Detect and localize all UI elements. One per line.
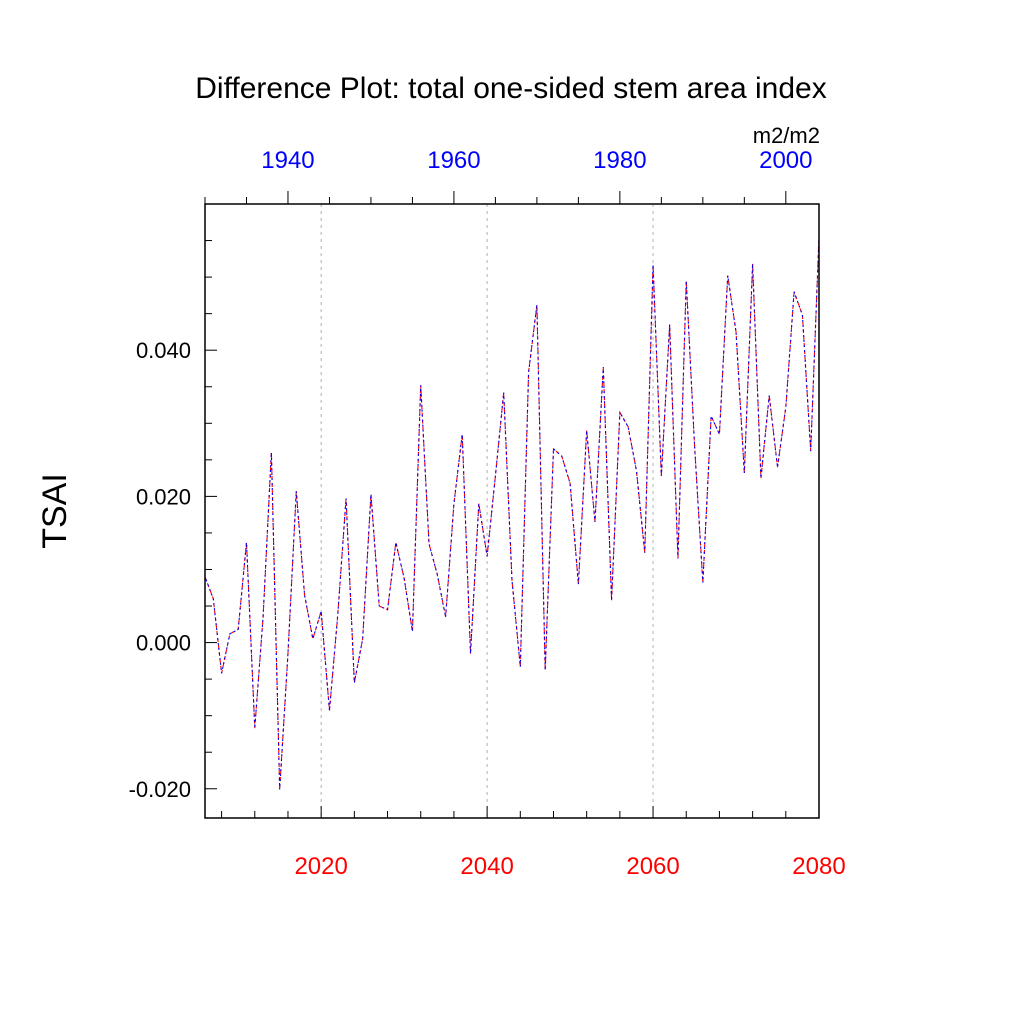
x-top-tick-label-1980: 1980	[593, 147, 646, 174]
plot-frame	[204, 203, 820, 819]
x-bottom-tick-label-2040: 2040	[460, 853, 513, 880]
x-top-tick-label-1940: 1940	[261, 147, 314, 174]
x-bottom-tick-label-2020: 2020	[294, 853, 347, 880]
x-top-tick-label-1960: 1960	[427, 147, 480, 174]
units-label: m2/m2	[753, 123, 820, 148]
data-series	[204, 236, 820, 790]
series-line-2	[204, 236, 820, 790]
x-bottom-tick-label-2060: 2060	[626, 853, 679, 880]
chart-title: Difference Plot: total one-sided stem ar…	[195, 72, 826, 105]
y-axis-label: TSAI	[36, 473, 74, 549]
grid-lines	[320, 204, 654, 818]
y-tick-label: -0.020	[129, 777, 191, 802]
y-tick-label: 0.000	[136, 631, 191, 656]
series-line-1	[204, 236, 820, 790]
y-tick-label: 0.020	[136, 484, 191, 509]
x-bottom-tick-label-2080: 2080	[792, 853, 845, 880]
axis-ticks	[204, 191, 820, 818]
x-top-tick-label-2000: 2000	[759, 147, 812, 174]
axis-tick-labels: 2020 2040 2060 2080 1940 1960 1980 2000 -0.020 0.…	[129, 147, 846, 880]
y-tick-label: 0.040	[136, 338, 191, 363]
